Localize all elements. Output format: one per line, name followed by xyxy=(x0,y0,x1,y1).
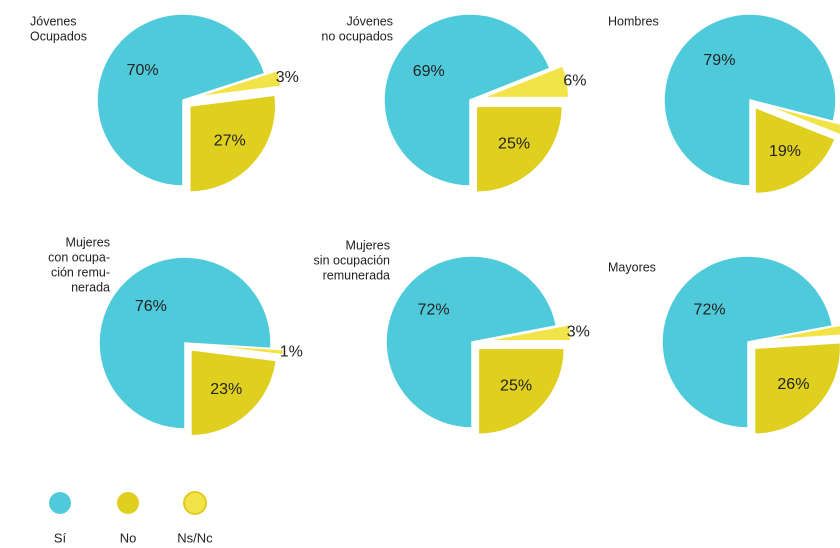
value-label: 6% xyxy=(563,72,586,89)
chart-title: Mayores xyxy=(608,260,656,274)
legend-swatch xyxy=(117,492,139,514)
legend-label: No xyxy=(120,530,137,545)
pie-slice xyxy=(482,64,570,99)
chart-title: Mujeres xyxy=(66,235,110,249)
chart-title: Jóvenes xyxy=(346,14,393,28)
pie-slice xyxy=(477,347,566,436)
value-label: 79% xyxy=(703,52,735,69)
chart-title: nerada xyxy=(71,280,110,294)
value-label: 27% xyxy=(214,132,246,149)
value-label: 69% xyxy=(413,63,445,80)
value-label: 26% xyxy=(777,376,809,393)
chart-title: Ocupados xyxy=(30,29,87,43)
value-label: 70% xyxy=(127,62,159,79)
chart-title: Jóvenes xyxy=(30,14,77,28)
value-label: 25% xyxy=(500,377,532,394)
value-label: 72% xyxy=(694,301,726,318)
pie-slice xyxy=(760,324,840,342)
chart-title: no ocupados xyxy=(321,29,393,43)
pie-slice xyxy=(190,348,278,437)
pie-slice xyxy=(753,342,840,435)
legend-label: Ns/Nc xyxy=(177,530,213,545)
legend-label: Sí xyxy=(54,530,67,545)
chart-title: con ocupa- xyxy=(48,250,110,264)
value-label: 19% xyxy=(769,143,801,160)
pie-slice xyxy=(197,343,285,356)
legend-swatch xyxy=(183,491,207,515)
pie-slice xyxy=(762,103,840,136)
chart-title: Mujeres xyxy=(346,238,390,252)
chart-title: sin ocupación xyxy=(314,253,390,267)
value-label: 3% xyxy=(276,69,299,86)
pie-slice xyxy=(189,94,277,193)
value-label: 25% xyxy=(498,135,530,152)
value-label: 3% xyxy=(567,324,590,341)
pie-slice xyxy=(383,13,551,187)
legend-swatch xyxy=(49,492,71,514)
pie-slice xyxy=(661,255,834,429)
value-label: 1% xyxy=(280,344,303,361)
value-label: 72% xyxy=(418,301,450,318)
pie-slice xyxy=(754,106,836,195)
chart-title: ción remu- xyxy=(51,265,110,279)
chart-title: Hombres xyxy=(608,14,659,28)
pie-slice xyxy=(475,105,564,194)
pie-slice xyxy=(195,69,282,98)
value-label: 23% xyxy=(210,381,242,398)
pie-slice xyxy=(98,256,272,430)
chart-title: remunerada xyxy=(323,268,390,282)
pie-slice xyxy=(96,13,266,187)
value-label: 76% xyxy=(135,298,167,315)
pie-slice xyxy=(484,323,572,342)
pie-slice xyxy=(385,255,558,429)
pie-slice xyxy=(663,13,837,187)
